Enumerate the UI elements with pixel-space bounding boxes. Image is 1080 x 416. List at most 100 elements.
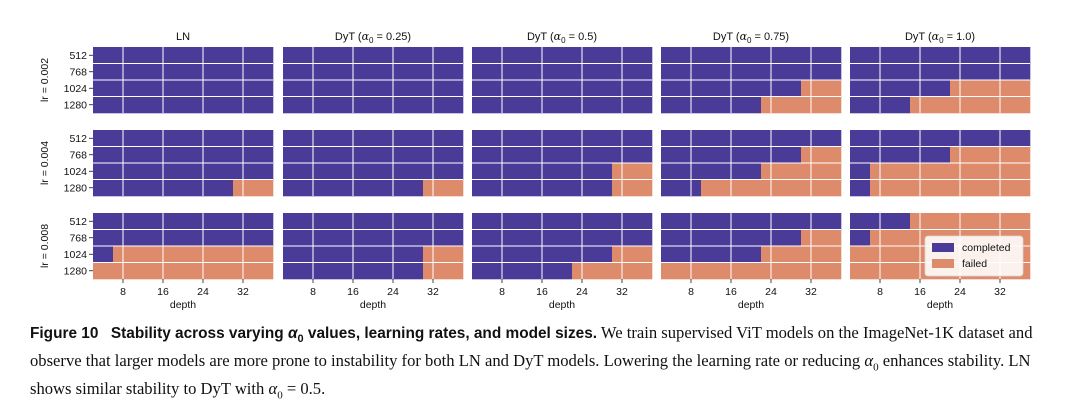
cell-failed [1010,80,1031,97]
cell-failed [970,213,991,230]
cell-failed [821,146,842,164]
cell-failed [781,163,802,180]
cell-failed [970,163,991,180]
cell-completed [213,80,234,97]
cell-completed [173,179,194,197]
cell-completed [472,80,493,97]
cell-completed [661,213,682,230]
cell-completed [1010,47,1031,64]
cell-completed [472,47,493,64]
cell-completed [173,146,194,164]
cell-failed [821,80,842,97]
cell-completed [701,246,722,263]
caption-title-part-1: Stability across varying [110,325,288,342]
cell-failed [821,179,842,197]
cell-completed [323,163,344,180]
cell-completed [890,96,911,114]
cell-completed [133,96,154,114]
heatmap-panel-r3-c3 [472,213,653,280]
cell-completed [850,63,871,81]
cell-completed [472,179,493,197]
figure-caption: Figure 10 Stability across varying α0 va… [30,322,1060,407]
cell-completed [363,130,384,147]
y-tick-label: 1280 [64,100,88,112]
legend-swatch-failed [932,259,954,268]
x-axis-label: depth [170,299,196,311]
cell-completed [512,63,533,81]
cell-completed [512,146,533,164]
caption-alpha-subscript-2: 0 [873,361,879,374]
cell-failed [821,163,842,180]
cell-completed [93,80,114,97]
cell-completed [472,229,493,247]
cell-completed [552,246,573,263]
cell-completed [552,179,573,197]
cell-completed [253,130,274,147]
cell-completed [632,80,653,97]
cell-failed [821,229,842,247]
cell-completed [283,63,304,81]
cell-completed [661,179,682,197]
cell-completed [781,130,802,147]
cell-completed [93,47,114,64]
cell-completed [821,63,842,81]
cell-completed [552,213,573,230]
cell-completed [363,163,384,180]
heatmap-panel-r1-c1: 512 768 1024 1280 [64,47,274,114]
row-label-lr: lr = 0.004 [39,141,51,185]
x-tick-label: 8 [120,286,126,298]
cell-completed [850,96,871,114]
cell-failed [741,262,762,280]
cell-completed [890,213,911,230]
cell-completed [93,146,114,164]
cell-completed [443,63,464,81]
cell-completed [323,246,344,263]
cell-failed [970,96,991,114]
cell-completed [323,80,344,97]
cell-completed [133,80,154,97]
cell-completed [173,80,194,97]
cell-completed [323,130,344,147]
x-tick-label: 24 [765,286,777,298]
cell-completed [701,47,722,64]
heatmap-panel-r2-c2 [283,130,464,197]
cell-failed [890,179,911,197]
cell-completed [701,130,722,147]
cell-completed [283,96,304,114]
cell-completed [661,146,682,164]
heatmap-panel-r3-c4 [661,213,842,280]
cell-completed [930,130,951,147]
y-tick-label: 1024 [64,166,88,178]
cell-completed [781,213,802,230]
caption-alpha-symbol-3: α [268,379,278,399]
cell-completed [592,47,613,64]
cell-completed [472,63,493,81]
cell-completed [781,63,802,81]
x-tick-label: 24 [197,286,209,298]
heatmap-panel-r2-c1: 512 768 1024 1280 [64,130,274,197]
cell-completed [850,179,871,197]
cell-completed [253,47,274,64]
cell-completed [363,246,384,263]
x-tick-label: 16 [536,286,548,298]
cell-completed [363,146,384,164]
cell-completed [93,63,114,81]
cell-completed [133,163,154,180]
cell-completed [592,163,613,180]
cell-failed [970,80,991,97]
cell-failed [632,262,653,280]
cell-completed [133,146,154,164]
cell-completed [93,130,114,147]
x-tick-label: 8 [877,286,883,298]
cell-completed [850,47,871,64]
heatmap-panel-r1-c5 [850,47,1031,114]
cell-failed [1010,179,1031,197]
cell-failed [213,246,234,263]
cell-failed [443,262,464,280]
cell-completed [283,80,304,97]
cell-failed [443,246,464,263]
cell-completed [253,63,274,81]
cell-failed [741,179,762,197]
cell-completed [213,179,234,197]
cell-completed [403,262,424,280]
